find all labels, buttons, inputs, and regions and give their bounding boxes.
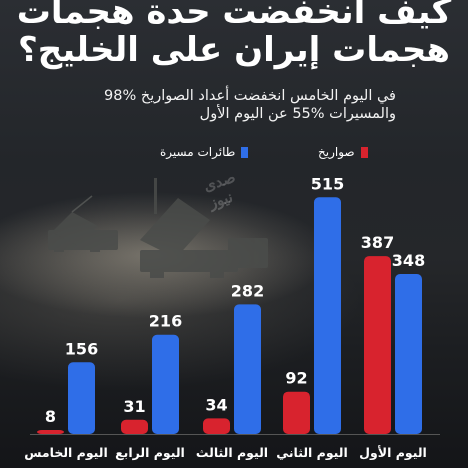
bar-missiles-4: [121, 419, 148, 434]
legend-swatch-missiles: [360, 146, 368, 158]
bar-missiles-3: [203, 418, 230, 434]
category-label-2: اليوم الثاني: [276, 445, 348, 461]
bar-drones-1: [395, 274, 422, 434]
bar-missiles-2: [283, 391, 310, 434]
data-label-drones-5: 156: [65, 339, 98, 358]
bar-drones-4: [152, 334, 179, 434]
subtitle-line-1: في اليوم الخامس انخفضت أعداد الصواريخ %9…: [104, 88, 396, 104]
bar-missiles-1: [364, 256, 391, 434]
legend-label-missiles: صواريخ: [318, 145, 355, 159]
bar-drones-2: [314, 197, 341, 434]
data-label-drones-2: 515: [311, 174, 344, 193]
legend-item-missiles: صواريخ: [318, 145, 368, 159]
subtitle-line-2: والمسيرات %55 عن اليوم الأول: [199, 106, 396, 122]
category-label-1: اليوم الأول: [359, 445, 427, 461]
category-label-3: اليوم الثالث: [196, 445, 268, 461]
data-label-missiles-1: 387: [361, 233, 394, 252]
bar-drones-5: [68, 362, 95, 434]
page-title-line-1: كيف انخفضت حدة هجمات: [16, 0, 452, 32]
category-label-4: اليوم الرابع: [115, 445, 185, 461]
data-label-drones-1: 348: [392, 251, 425, 270]
data-label-missiles-4: 31: [123, 397, 145, 416]
data-label-missiles-3: 34: [205, 395, 227, 414]
data-label-missiles-2: 92: [285, 369, 307, 388]
data-label-drones-3: 282: [231, 281, 264, 300]
data-label-drones-4: 216: [149, 312, 182, 331]
page-title-line-2: هجمات إيران على الخليج؟: [18, 30, 450, 70]
legend-item-drones: طائرات مسيرة: [160, 145, 249, 159]
bar-missiles-5: [37, 430, 64, 434]
category-label-5: اليوم الخامس: [24, 445, 108, 461]
legend-swatch-drones: [241, 146, 249, 158]
bar-drones-3: [234, 304, 261, 434]
data-label-missiles-5: 8: [45, 407, 56, 426]
legend-label-drones: طائرات مسيرة: [160, 145, 236, 159]
missile-launcher-illustration: [48, 178, 268, 278]
